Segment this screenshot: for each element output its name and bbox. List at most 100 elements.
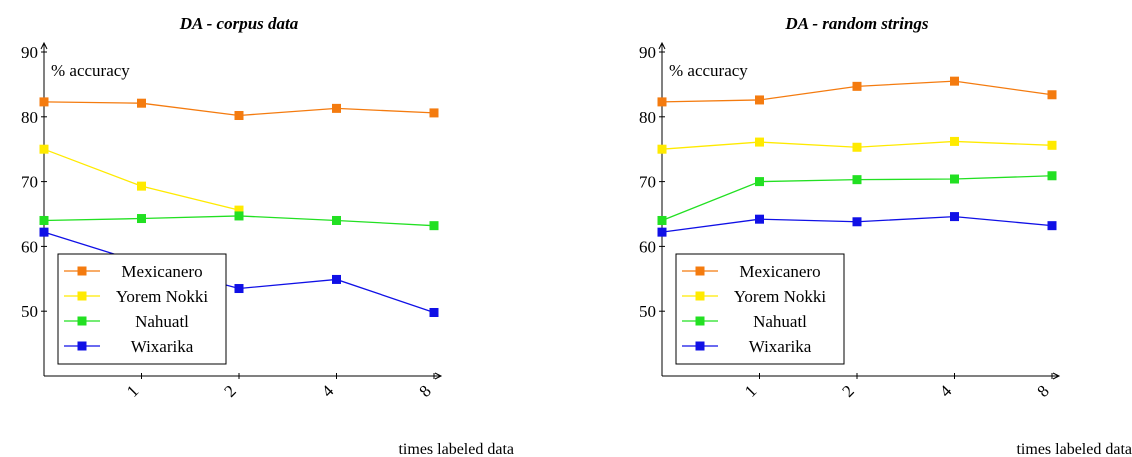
- legend-label: Mexicanero: [739, 262, 820, 281]
- chart-title: DA - corpus data: [179, 14, 299, 33]
- chart-2: DA - random strings 50 60 70 80 90 1 2 4 8 % accur…: [639, 14, 1132, 457]
- x-tick-label: 1: [123, 381, 142, 400]
- y-tick-label: 60: [639, 237, 656, 256]
- series-yorem-nokki: [657, 136, 1057, 154]
- legend-marker: [695, 291, 705, 301]
- legend-label: Yorem Nokki: [734, 287, 827, 306]
- chart-1: DA - corpus data 50 60 70 80 90 1 2 4 8 % accuracy…: [21, 14, 514, 457]
- legend-label: Wixarika: [749, 337, 812, 356]
- data-point: [234, 111, 244, 121]
- y-tick-label: 90: [21, 43, 38, 62]
- legend: Mexicanero Yorem Nokki Nahuatl Wixarika: [57, 253, 227, 365]
- legend-entry: Nahuatl: [682, 312, 807, 331]
- data-point: [755, 137, 764, 147]
- y-axis-arrow: [40, 41, 48, 50]
- data-point: [234, 205, 244, 215]
- data-point: [137, 214, 146, 224]
- x-tick-label: 2: [838, 381, 857, 400]
- data-point: [852, 142, 862, 152]
- legend-marker: [695, 316, 705, 326]
- data-point: [1047, 221, 1057, 231]
- data-point: [852, 217, 862, 227]
- data-point: [755, 214, 764, 224]
- data-point: [852, 81, 862, 91]
- x-axis-label: times labeled data: [398, 441, 514, 457]
- legend: Mexicanero Yorem Nokki Nahuatl Wixarika: [675, 253, 845, 365]
- series-line: [43, 148, 240, 211]
- chart-title: DA - random strings: [784, 14, 929, 33]
- data-point: [39, 227, 49, 237]
- x-tick-label: 8: [1033, 381, 1052, 400]
- series-mexicanero: [657, 76, 1057, 107]
- y-tick-label: 70: [21, 173, 38, 192]
- legend-label: Wixarika: [131, 337, 194, 356]
- legend-entry: Nahuatl: [64, 312, 189, 331]
- y-tick-label: 90: [639, 43, 656, 62]
- y-tick-label: 60: [21, 237, 38, 256]
- data-point: [39, 144, 49, 154]
- data-point: [39, 215, 49, 225]
- data-point: [950, 212, 959, 222]
- x-tick-label: 2: [220, 381, 239, 400]
- y-tick-label: 50: [639, 302, 656, 321]
- data-point: [429, 108, 439, 118]
- legend-label: Mexicanero: [121, 262, 202, 281]
- y-tick-label: 70: [639, 173, 656, 192]
- legend-entry: Wixarika: [682, 337, 812, 356]
- series-nahuatl: [39, 211, 439, 231]
- y-axis-arrow: [658, 41, 666, 50]
- y-tick-label: 80: [639, 108, 656, 127]
- data-point: [137, 181, 146, 191]
- legend-label: Nahuatl: [135, 312, 189, 331]
- legend-entry: Mexicanero: [64, 262, 203, 281]
- data-point: [950, 174, 959, 184]
- y-axis-label: % accuracy: [669, 61, 748, 80]
- legend-label: Nahuatl: [753, 312, 807, 331]
- data-point: [39, 97, 49, 107]
- y-axis-label: % accuracy: [51, 61, 130, 80]
- legend-marker: [695, 341, 705, 351]
- data-point: [234, 211, 244, 221]
- data-point: [852, 175, 862, 185]
- x-tick-label: 4: [936, 381, 956, 401]
- y-tick-label: 50: [21, 302, 38, 321]
- legend-marker: [77, 316, 87, 326]
- x-axis-arrow: [434, 372, 443, 380]
- data-point: [950, 136, 959, 146]
- legend-label: Yorem Nokki: [116, 287, 209, 306]
- data-point: [755, 95, 764, 105]
- x-tick-label: 1: [741, 381, 760, 400]
- data-point: [657, 97, 667, 107]
- data-point: [657, 215, 667, 225]
- x-axis-label: times labeled data: [1016, 441, 1132, 457]
- data-point: [657, 227, 667, 237]
- data-point: [755, 177, 764, 187]
- data-point: [657, 144, 667, 154]
- data-point: [332, 215, 341, 225]
- x-tick-label: 8: [415, 381, 434, 400]
- data-point: [137, 98, 146, 108]
- series-yorem-nokki: [39, 144, 244, 215]
- x-tick-label: 4: [318, 381, 338, 401]
- series-wixarika: [657, 212, 1057, 237]
- data-point: [429, 221, 439, 231]
- legend-marker: [77, 341, 87, 351]
- x-axis-arrow: [1052, 372, 1061, 380]
- data-point: [950, 76, 959, 86]
- y-tick-label: 80: [21, 108, 38, 127]
- legend-marker: [695, 266, 705, 276]
- data-point: [1047, 171, 1057, 181]
- series-mexicanero: [39, 97, 439, 121]
- legend-marker: [77, 266, 87, 276]
- legend-entry: Yorem Nokki: [682, 287, 826, 306]
- series-nahuatl: [657, 171, 1057, 225]
- legend-entry: Wixarika: [64, 337, 194, 356]
- data-point: [332, 274, 341, 284]
- data-point: [1047, 140, 1057, 150]
- data-point: [332, 103, 341, 113]
- data-point: [1047, 90, 1057, 100]
- data-point: [429, 307, 439, 317]
- legend-entry: Mexicanero: [682, 262, 821, 281]
- legend-entry: Yorem Nokki: [64, 287, 208, 306]
